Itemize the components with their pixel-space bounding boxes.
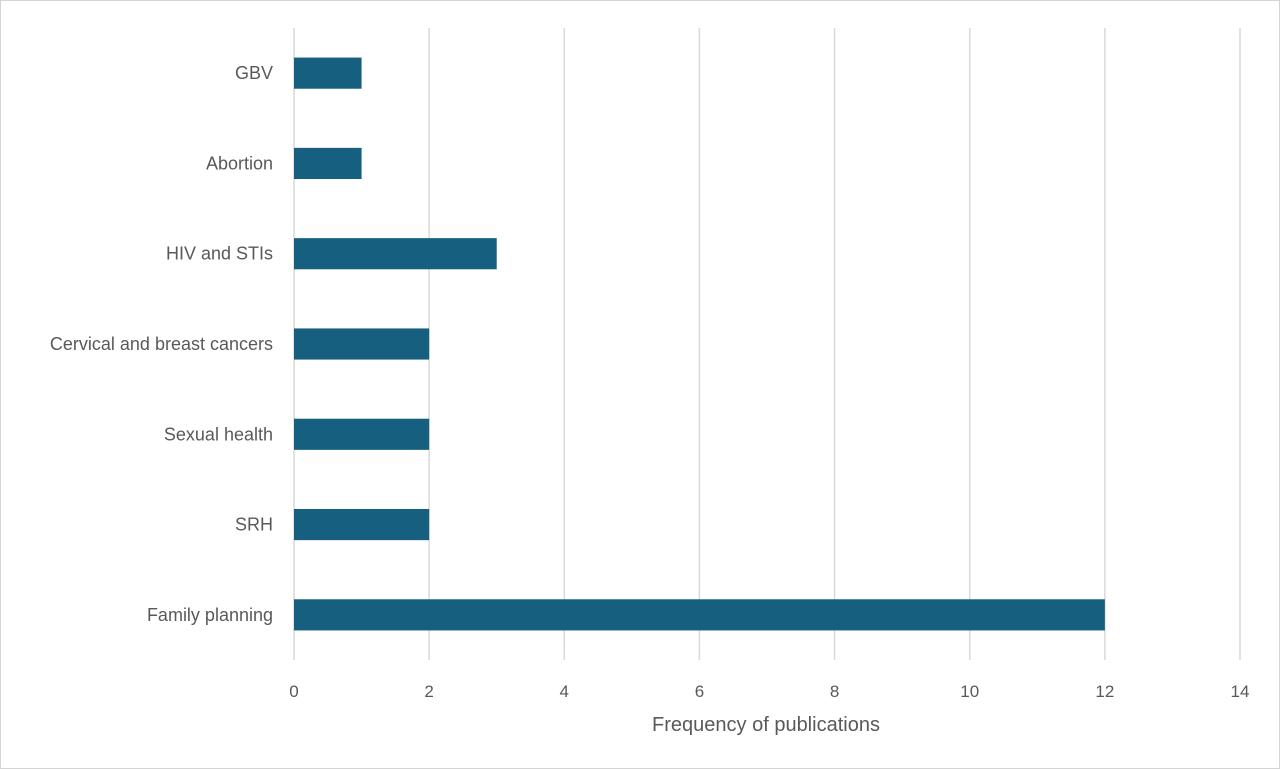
x-tick-label: 12 — [1095, 682, 1114, 701]
bar — [294, 147, 362, 180]
x-tick-label: 2 — [424, 682, 433, 701]
category-label: Abortion — [206, 153, 273, 173]
bar — [294, 599, 1105, 631]
category-label: SRH — [235, 515, 273, 535]
x-tick-label: 8 — [830, 682, 839, 701]
bar — [294, 57, 362, 89]
category-label: Family planning — [147, 605, 273, 625]
bar — [294, 238, 497, 270]
x-axis-title: Frequency of publications — [652, 714, 880, 736]
x-tick-label: 14 — [1231, 682, 1250, 701]
category-label: Sexual health — [164, 424, 273, 444]
x-tick-labels: 0 2 4 6 8 10 12 14 — [289, 682, 1249, 701]
category-label: GBV — [235, 63, 273, 83]
x-tick-label: 10 — [960, 682, 979, 701]
category-label: HIV and STIs — [166, 244, 273, 264]
category-labels: GBV Abortion HIV and STIs Cervical and brea… — [50, 63, 273, 625]
bars — [294, 57, 1105, 631]
x-tick-label: 4 — [560, 682, 569, 701]
x-tick-label: 6 — [695, 682, 704, 701]
bar — [294, 418, 430, 450]
bar — [294, 328, 430, 360]
category-label: Cervical and breast cancers — [50, 334, 273, 354]
grid-lines — [293, 28, 1241, 660]
x-tick-label: 0 — [289, 682, 298, 701]
bar — [294, 508, 430, 541]
